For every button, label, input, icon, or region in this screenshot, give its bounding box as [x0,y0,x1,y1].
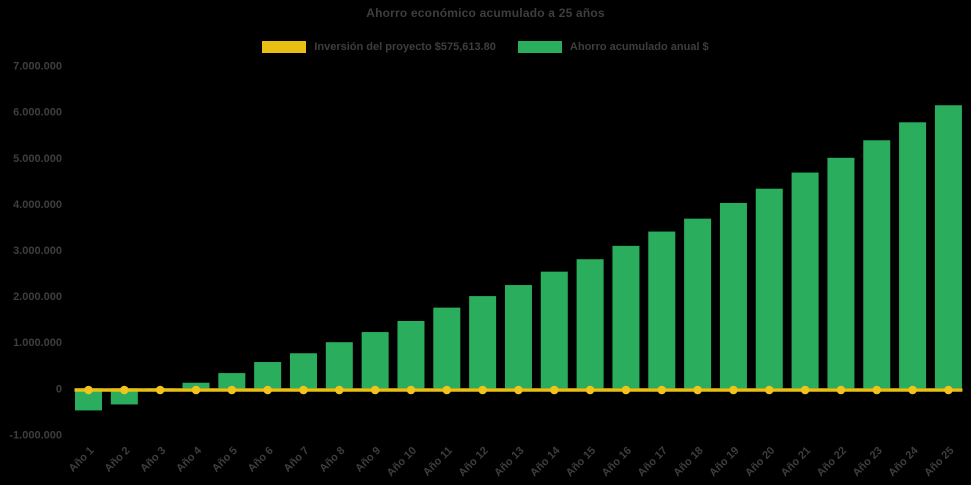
investment-swatch [262,41,307,53]
line-marker [514,385,523,395]
savings-bar [827,157,855,389]
chart-legend: Inversión del proyecto $575,613.80 Ahorr… [0,41,971,53]
line-marker [227,385,237,395]
y-tick-label: 6.000.000 [13,107,62,119]
x-category-label: Año 9 [353,445,383,475]
y-tick-label: 2.000.000 [13,291,62,303]
x-category-label: Año 4 [174,444,205,475]
line-marker [84,385,93,395]
savings-bar [863,140,891,389]
line-marker [263,385,272,395]
line-marker [836,385,846,395]
line-marker [299,385,308,395]
x-category-label: Año 23 [850,445,884,479]
savings-bar [361,332,389,389]
savings-bar [218,373,246,389]
x-category-label: Año 17 [635,445,669,479]
line-marker [478,385,487,395]
line-marker [155,385,165,395]
legend-item-savings: Ahorro acumulado anual $ [517,41,709,53]
savings-bar [540,271,568,389]
legend-label-savings: Ahorro acumulado anual $ [569,41,709,53]
line-marker [549,385,559,395]
savings-bar [397,320,425,389]
savings-bar [934,105,962,389]
line-marker [944,385,953,395]
savings-bar [648,231,676,389]
line-marker [191,385,201,395]
savings-bar [289,353,317,389]
x-category-label: Año 6 [246,445,276,475]
x-category-label: Año 15 [564,445,598,479]
savings-bar [110,388,138,405]
savings-swatch [517,41,562,53]
x-category-label: Año 7 [282,445,312,475]
line-marker [120,385,129,395]
line-marker [800,385,810,395]
line-marker [370,385,380,395]
y-tick-label: 4.000.000 [13,199,62,211]
line-marker [585,385,595,395]
y-tick-label: 3.000.000 [13,245,62,257]
x-category-label: Año 13 [492,445,526,479]
line-marker [621,385,631,395]
savings-bar [719,202,747,389]
line-marker [442,385,452,395]
legend-item-investment: Inversión del proyecto $575,613.80 [262,41,496,53]
savings-bar [755,188,783,389]
savings-bar [433,307,461,389]
savings-bar [684,218,712,389]
x-category-label: Año 20 [743,445,777,479]
y-tick-label: 0 [56,383,62,395]
savings-bar [504,285,532,389]
x-category-label: Año 2 [102,445,132,475]
x-category-label: Año 22 [815,445,849,479]
x-category-label: Año 16 [600,445,634,479]
x-category-label: Año 10 [385,445,419,479]
x-category-label: Año 1 [67,445,97,475]
x-category-label: Año 21 [779,445,813,479]
x-category-label: Año 11 [421,445,455,479]
line-marker [729,385,738,395]
savings-bar [182,382,210,389]
line-marker [908,385,917,395]
x-category-label: Año 25 [922,445,956,479]
legend-label-investment: Inversión del proyecto $575,613.80 [314,41,496,53]
savings-bar [899,122,927,389]
line-marker [872,385,882,395]
savings-bar [325,342,353,389]
line-marker [406,385,416,395]
x-category-label: Año 5 [210,445,240,475]
x-category-label: Año 8 [317,445,347,475]
x-category-label: Año 12 [456,445,490,479]
x-category-label: Año 18 [671,445,705,479]
savings-bar [576,259,604,389]
x-category-label: Año 24 [886,444,921,479]
savings-bar [254,362,282,389]
x-category-label: Año 14 [528,444,563,479]
line-marker [693,385,702,395]
chart-title: Ahorro económico acumulado a 25 años [366,6,605,20]
savings-bar [612,245,640,389]
y-tick-label: 5.000.000 [13,153,62,165]
y-tick-label: 1.000.000 [13,337,62,349]
savings-bar [75,388,102,411]
x-category-label: Año 19 [707,445,741,479]
line-marker [335,385,344,395]
y-tick-label: -1.000.000 [9,429,62,441]
savings-bar [791,172,819,389]
savings-bar [469,296,497,389]
x-category-label: Año 3 [138,445,168,475]
line-marker [764,385,774,395]
line-marker [657,385,667,395]
y-tick-label: 7.000.000 [13,61,62,73]
